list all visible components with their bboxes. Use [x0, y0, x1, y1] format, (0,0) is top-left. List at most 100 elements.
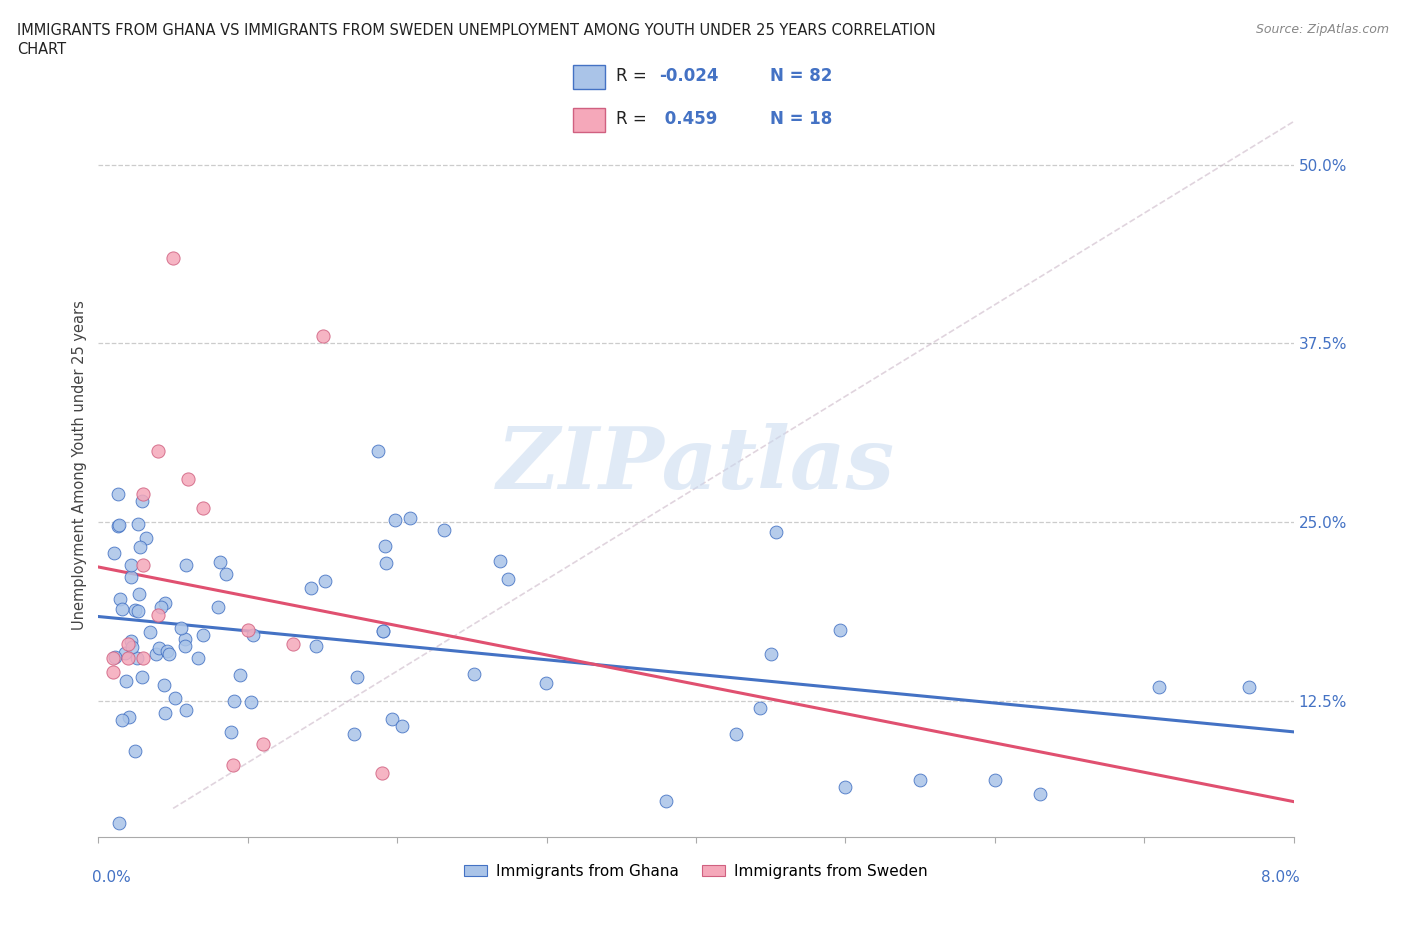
- Point: [127, 604, 149, 618]
- Point: [120, 557, 142, 572]
- Point: [371, 765, 394, 780]
- Point: [343, 726, 366, 741]
- Point: [496, 571, 519, 586]
- Point: [208, 554, 231, 569]
- Bar: [574, 65, 606, 89]
- Point: [311, 329, 333, 344]
- Point: [148, 444, 170, 458]
- Point: [240, 695, 263, 710]
- Text: R =: R =: [616, 110, 647, 127]
- Point: [367, 444, 389, 458]
- Point: [191, 500, 214, 515]
- Point: [125, 650, 148, 665]
- Point: [174, 639, 197, 654]
- Point: [107, 518, 129, 533]
- Point: [103, 546, 125, 561]
- Point: [132, 651, 155, 666]
- Point: [222, 758, 245, 773]
- Point: [207, 600, 229, 615]
- Point: [131, 670, 153, 684]
- Point: [236, 622, 259, 637]
- Point: [908, 772, 931, 787]
- Point: [170, 620, 193, 635]
- Point: [104, 649, 127, 664]
- Text: ZIPatlas: ZIPatlas: [496, 423, 896, 507]
- Point: [156, 644, 179, 658]
- Point: [384, 512, 406, 527]
- Point: [103, 651, 125, 666]
- Point: [131, 494, 153, 509]
- Point: [374, 538, 396, 553]
- Text: -0.024: -0.024: [659, 67, 718, 85]
- Point: [534, 676, 557, 691]
- Point: [128, 586, 150, 601]
- Point: [132, 558, 155, 573]
- Point: [165, 690, 187, 705]
- Point: [830, 623, 852, 638]
- Point: [765, 525, 787, 539]
- Point: [749, 701, 772, 716]
- Point: [103, 665, 125, 680]
- Point: [299, 580, 322, 595]
- Point: [398, 511, 420, 525]
- Text: N = 82: N = 82: [770, 67, 832, 85]
- Point: [191, 628, 214, 643]
- Point: [1237, 679, 1260, 694]
- Point: [488, 554, 510, 569]
- Text: Source: ZipAtlas.com: Source: ZipAtlas.com: [1256, 23, 1389, 36]
- Point: [375, 555, 398, 570]
- Point: [834, 779, 856, 794]
- Point: [1028, 787, 1050, 802]
- Point: [145, 646, 167, 661]
- Point: [222, 694, 245, 709]
- Text: 0.0%: 0.0%: [93, 870, 131, 885]
- Point: [115, 674, 138, 689]
- Point: [174, 631, 197, 646]
- Point: [114, 645, 136, 660]
- Point: [148, 641, 170, 656]
- Point: [111, 602, 134, 617]
- Point: [984, 772, 1007, 787]
- Point: [381, 711, 404, 726]
- Point: [107, 486, 129, 501]
- Point: [463, 667, 485, 682]
- Point: [724, 726, 747, 741]
- Point: [305, 639, 328, 654]
- Point: [127, 517, 149, 532]
- Point: [1147, 679, 1170, 694]
- Legend: Immigrants from Ghana, Immigrants from Sweden: Immigrants from Ghana, Immigrants from S…: [458, 858, 934, 885]
- Point: [121, 640, 143, 655]
- Point: [219, 724, 242, 739]
- Point: [107, 816, 129, 830]
- Point: [148, 608, 170, 623]
- Point: [215, 567, 238, 582]
- Point: [174, 558, 197, 573]
- Point: [346, 670, 368, 684]
- Point: [177, 472, 200, 486]
- Point: [228, 668, 250, 683]
- Point: [187, 651, 209, 666]
- Point: [174, 703, 197, 718]
- Point: [117, 636, 139, 651]
- Bar: [574, 108, 606, 132]
- Point: [139, 624, 162, 639]
- Point: [132, 486, 155, 501]
- Point: [124, 744, 146, 759]
- Point: [118, 710, 141, 724]
- Point: [117, 651, 139, 666]
- Point: [129, 539, 152, 554]
- Point: [655, 794, 678, 809]
- Point: [433, 523, 456, 538]
- Point: [108, 518, 131, 533]
- Point: [252, 737, 274, 751]
- Point: [761, 646, 783, 661]
- Point: [242, 628, 264, 643]
- Point: [162, 250, 184, 265]
- Point: [135, 530, 157, 545]
- Point: [373, 623, 395, 638]
- Point: [157, 647, 180, 662]
- Point: [150, 600, 173, 615]
- Text: 0.459: 0.459: [659, 110, 717, 127]
- Text: R =: R =: [616, 67, 647, 85]
- Point: [153, 706, 176, 721]
